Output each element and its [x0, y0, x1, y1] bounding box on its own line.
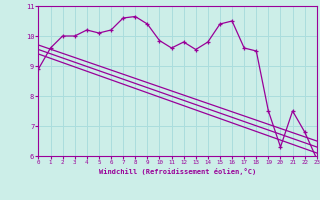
X-axis label: Windchill (Refroidissement éolien,°C): Windchill (Refroidissement éolien,°C) — [99, 168, 256, 175]
